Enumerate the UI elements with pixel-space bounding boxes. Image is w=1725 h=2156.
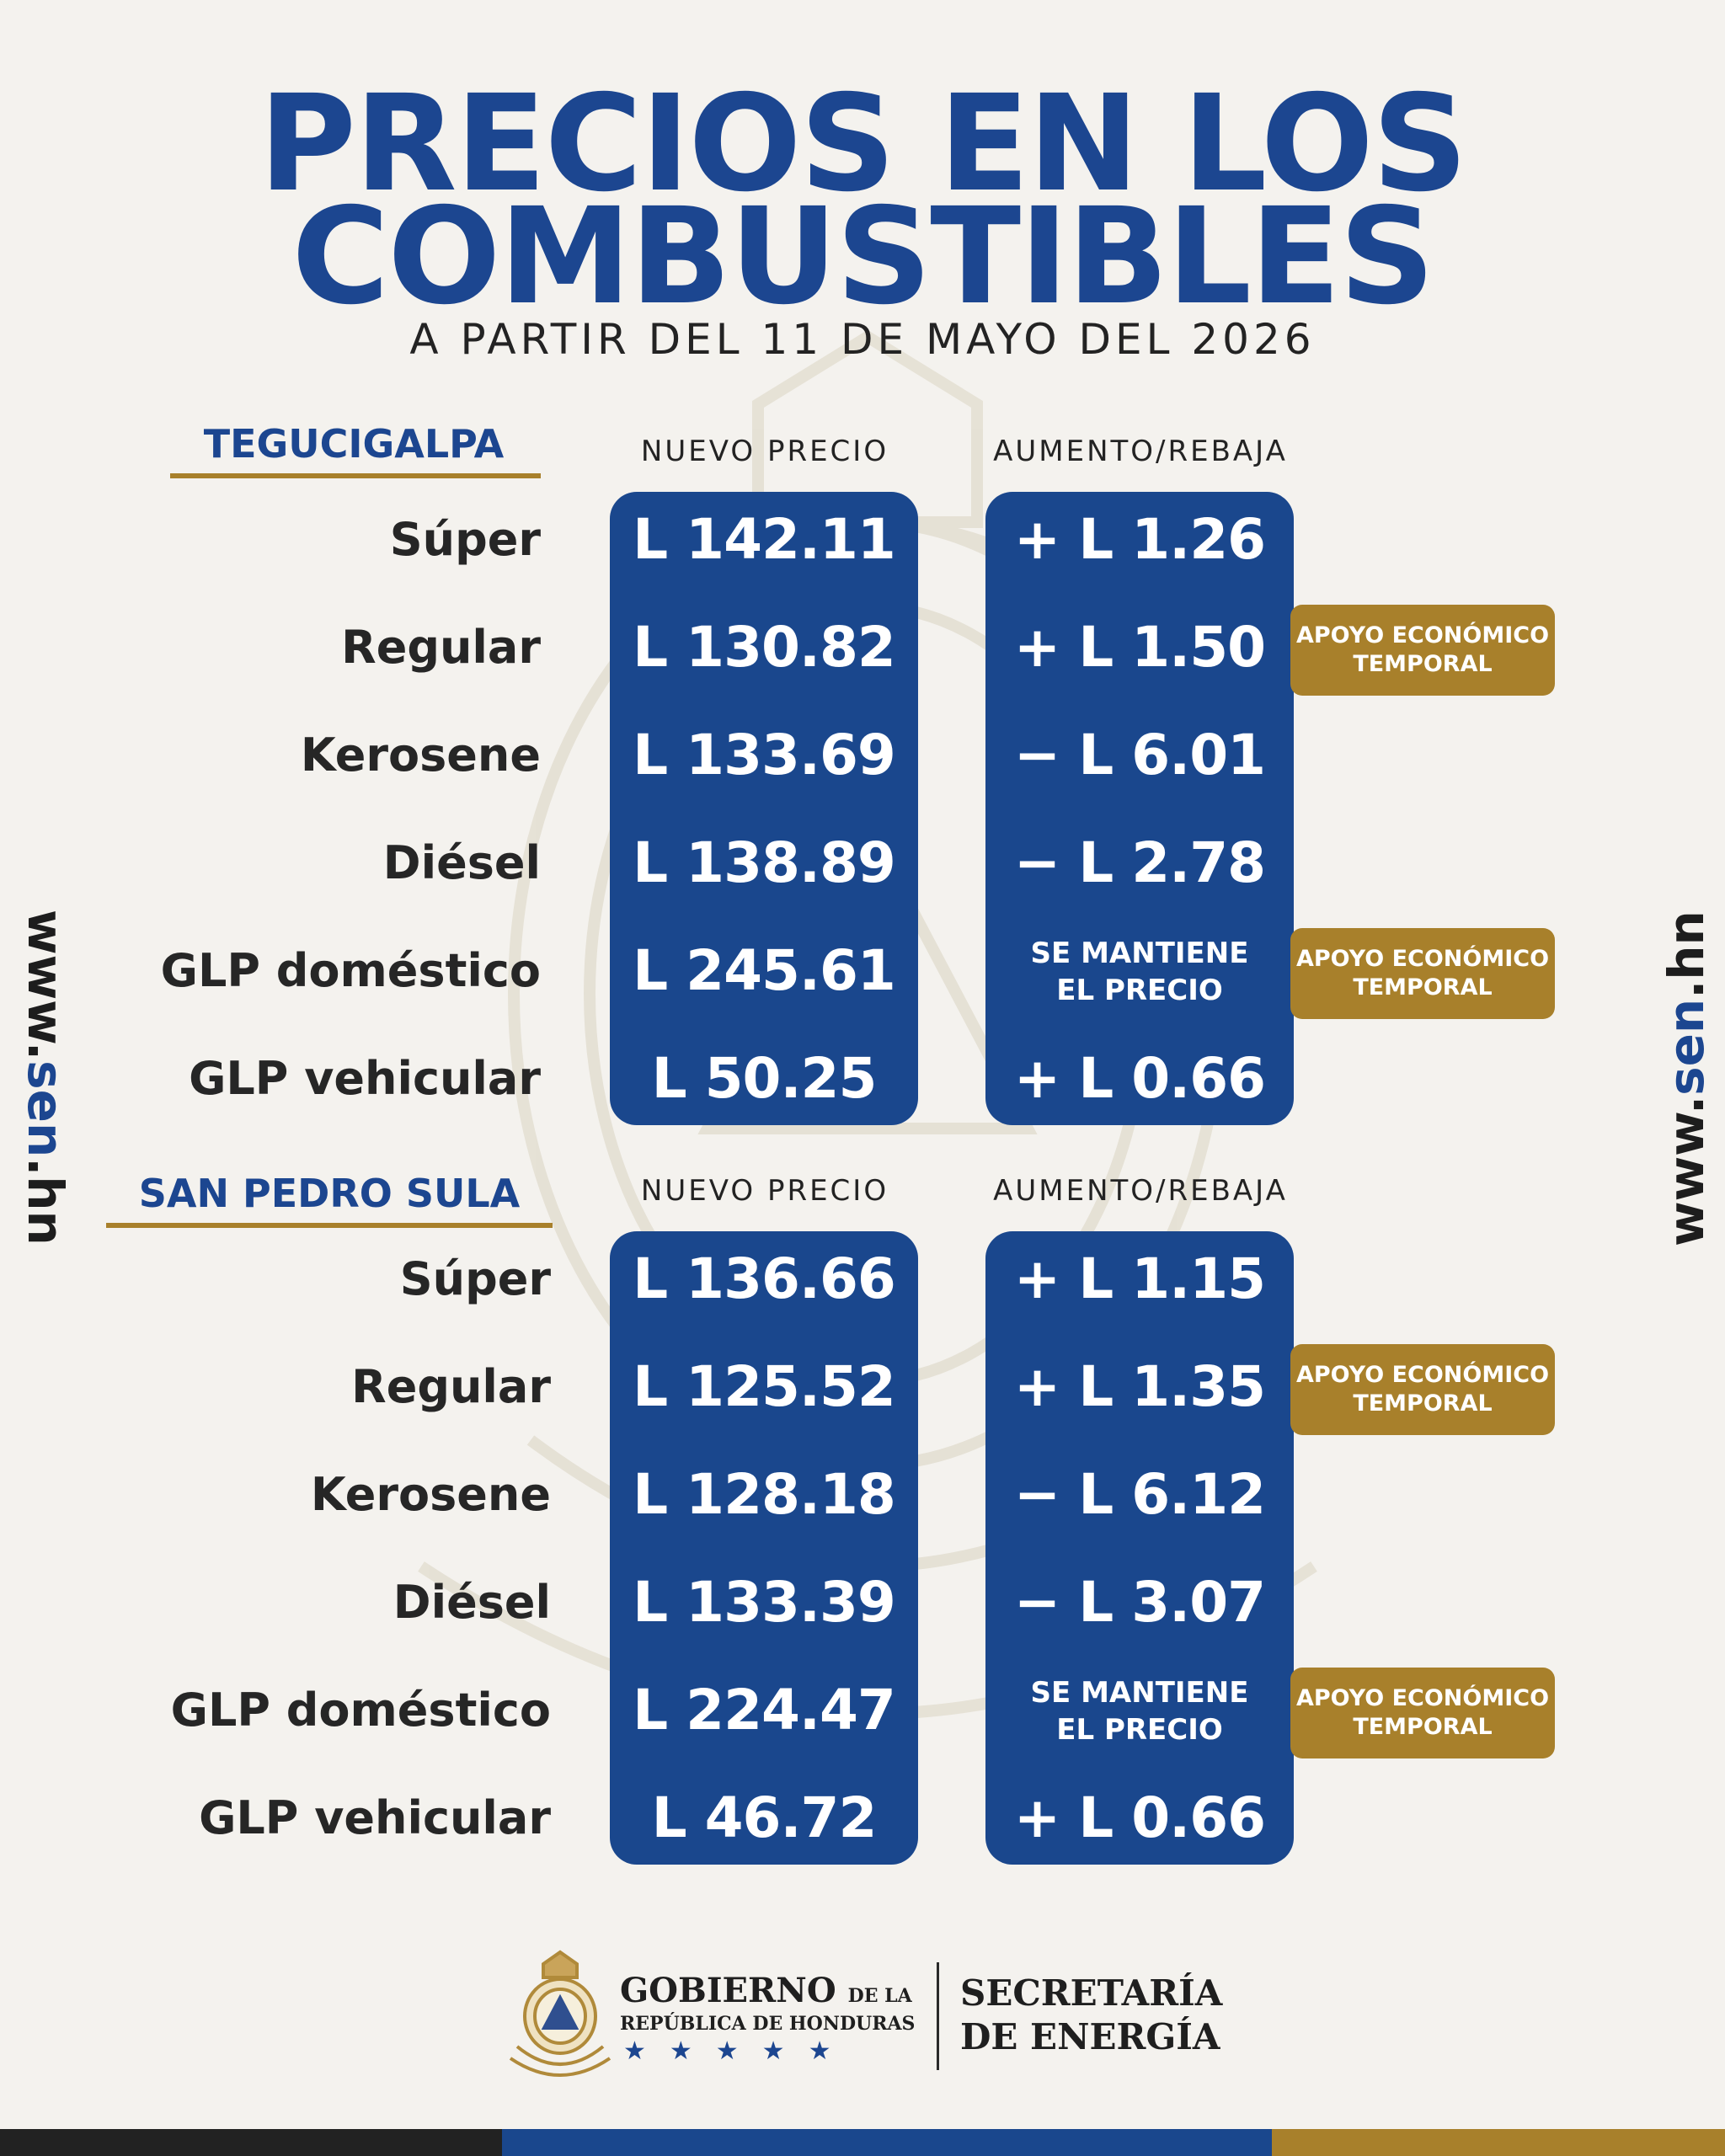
government-name-main: GOBIERNO xyxy=(620,1971,836,2010)
price-value: L 133.69 xyxy=(633,723,896,787)
support-badge-line2: TEMPORAL xyxy=(1353,974,1493,1001)
price-value: L 138.89 xyxy=(633,830,896,895)
change-value: − L 2.78 xyxy=(1013,830,1266,895)
price-value: L 46.72 xyxy=(651,1785,878,1850)
column-header-change: AUMENTO/REBAJA xyxy=(993,435,1288,468)
secretariat-line2: DE ENERGÍA xyxy=(960,2016,1220,2057)
support-badge-line1: APOYO ECONÓMICO xyxy=(1295,1362,1550,1388)
government-subtitle: REPÚBLICA DE HONDURAS xyxy=(620,2013,916,2035)
fuel-label: Kerosene xyxy=(300,728,541,782)
fuel-label: GLP doméstico xyxy=(160,944,541,997)
page-title-line2: COMBUSTIBLES xyxy=(291,179,1434,334)
side-url-prefix: www. xyxy=(1658,1095,1715,1246)
secretariat-line1: SECRETARÍA xyxy=(960,1972,1223,2014)
price-value: L 130.82 xyxy=(633,615,896,680)
change-value: + L 1.15 xyxy=(1013,1246,1266,1311)
footer-bar-dark xyxy=(0,2129,502,2156)
city-san-pedro-sula: SAN PEDRO SULA xyxy=(138,1171,521,1216)
fuel-label: Diésel xyxy=(382,836,541,889)
support-badge-line2: TEMPORAL xyxy=(1353,1714,1493,1740)
change-value: SE MANTIENE EL PRECIO xyxy=(1030,937,1249,1007)
fuel-label: Regular xyxy=(351,1360,551,1413)
honduras-coat-of-arms-emblem xyxy=(509,1950,611,2077)
support-badge-line2: TEMPORAL xyxy=(1353,1390,1493,1417)
support-badge: APOYO ECONÓMICO TEMPORAL xyxy=(1290,928,1555,1019)
side-url-accent: sen xyxy=(17,1060,74,1158)
change-value: + L 0.66 xyxy=(1013,1046,1266,1111)
change-value: − L 3.07 xyxy=(1013,1570,1266,1635)
government-name: GOBIERNO DE LA xyxy=(620,1971,912,2010)
change-value: + L 1.26 xyxy=(1013,507,1266,572)
footer-divider xyxy=(937,1962,939,2070)
side-url-left[interactable]: www.sen.hn xyxy=(17,910,74,1246)
fuel-label: GLP doméstico xyxy=(170,1684,551,1737)
change-value: − L 6.12 xyxy=(1013,1462,1266,1527)
fuel-label: GLP vehicular xyxy=(199,1791,551,1844)
page-title-line1: PRECIOS EN LOS xyxy=(259,67,1468,221)
support-badge: APOYO ECONÓMICO TEMPORAL xyxy=(1290,1668,1555,1758)
change-panel-tegucigalpa xyxy=(985,492,1294,1125)
price-value: L 224.47 xyxy=(633,1678,896,1742)
government-name-dela: DE LA xyxy=(847,1985,912,2007)
fuel-label: Súper xyxy=(389,513,541,566)
fuel-label: Súper xyxy=(399,1252,551,1305)
column-header-price: NUEVO PRECIO xyxy=(640,1174,889,1208)
side-url-accent: sen xyxy=(1658,998,1715,1096)
side-url-suffix: .hn xyxy=(17,1157,74,1246)
support-badge-line1: APOYO ECONÓMICO xyxy=(1295,622,1550,648)
fuel-label: Kerosene xyxy=(310,1468,551,1521)
price-value: L 128.18 xyxy=(633,1462,896,1527)
price-value: L 50.25 xyxy=(651,1046,878,1111)
support-badge-line1: APOYO ECONÓMICO xyxy=(1295,1685,1550,1711)
price-panel-san-pedro-sula xyxy=(610,1231,918,1865)
price-value: L 133.39 xyxy=(633,1570,896,1635)
price-value: L 125.52 xyxy=(633,1354,896,1419)
change-value: + L 1.35 xyxy=(1013,1354,1266,1419)
column-header-change: AUMENTO/REBAJA xyxy=(993,1174,1288,1208)
change-value: + L 1.50 xyxy=(1013,615,1266,680)
city-underline xyxy=(106,1223,553,1228)
support-badge-line1: APOYO ECONÓMICO xyxy=(1295,946,1550,972)
change-value: + L 0.66 xyxy=(1013,1785,1266,1850)
support-badge: APOYO ECONÓMICO TEMPORAL xyxy=(1290,1344,1555,1435)
change-value: − L 6.01 xyxy=(1013,723,1266,787)
fuel-label: GLP vehicular xyxy=(189,1052,541,1105)
side-url-suffix: .hn xyxy=(1658,910,1715,999)
fuel-label: Regular xyxy=(341,621,541,674)
effective-date: A PARTIR DEL 11 DE MAYO DEL 2026 xyxy=(409,315,1316,364)
price-value: L 245.61 xyxy=(633,938,896,1003)
price-value: L 136.66 xyxy=(633,1246,896,1311)
price-panel-tegucigalpa xyxy=(610,492,918,1125)
side-url-prefix: www. xyxy=(17,910,74,1061)
column-header-price: NUEVO PRECIO xyxy=(640,435,889,468)
change-panel-san-pedro-sula xyxy=(985,1231,1294,1865)
city-tegucigalpa: TEGUCIGALPA xyxy=(203,421,505,467)
footer-bar-gold xyxy=(1272,2129,1725,2156)
support-badge: APOYO ECONÓMICO TEMPORAL xyxy=(1290,605,1555,696)
support-badge-line2: TEMPORAL xyxy=(1353,651,1493,677)
change-value: SE MANTIENE EL PRECIO xyxy=(1030,1676,1249,1747)
fuel-label: Diésel xyxy=(393,1576,551,1629)
footer-bar-blue xyxy=(502,2129,1272,2156)
side-url-right[interactable]: www.sen.hn xyxy=(1658,910,1715,1246)
flag-stars: ★★★★★ xyxy=(623,2037,855,2065)
city-underline xyxy=(170,473,541,478)
price-value: L 142.11 xyxy=(633,507,896,572)
